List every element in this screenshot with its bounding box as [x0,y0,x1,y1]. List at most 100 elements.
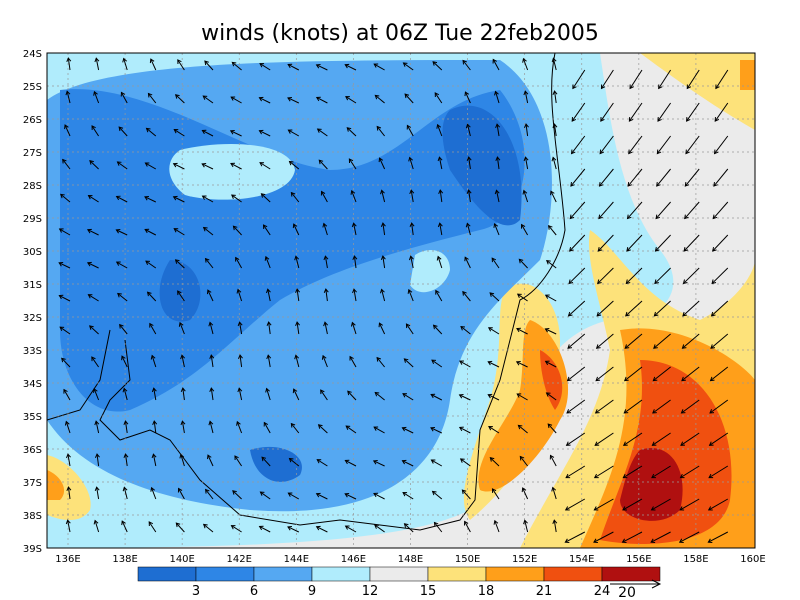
wind-arrow [468,157,471,170]
wind-arrow-head [62,158,67,164]
wind-arrow-head [565,473,571,479]
wind-arrow [548,225,557,236]
wind-arrow [516,393,528,401]
wind-arrow-head [295,288,301,294]
wind-arrow-head [404,93,410,99]
wind-arrow [711,300,729,317]
wind-arrow-head [91,125,96,130]
wind-arrow [653,366,671,382]
wind-arrow [296,322,300,335]
wind-arrow-head [148,521,154,526]
wind-arrow [550,455,557,467]
wind-arrow [59,295,71,302]
wind-arrow [287,97,300,104]
wind-arrow-head [682,279,688,285]
wind-arrow [594,465,614,479]
wind-arrow-head [405,323,411,329]
lat-label: 36S [23,445,42,456]
wind-arrow [625,300,643,317]
wind-arrow-head [462,290,467,296]
wind-arrow [439,190,443,203]
wind-arrow-head [115,261,121,266]
wind-arrow-head [458,393,464,399]
wind-arrow-head [204,257,210,263]
wind-arrow [116,195,128,203]
wind-arrow-head [522,189,528,195]
wind-arrow [67,454,71,467]
wind-arrow-head [288,457,294,463]
wind-arrow [120,92,128,104]
wind-arrow-head [320,190,326,196]
colorbar-label: 15 [420,584,437,599]
wind-arrow-head [459,458,465,463]
wind-arrow-head [433,521,439,527]
wind-arrow [180,454,185,467]
wind-arrow [231,525,242,533]
wind-arrow-head [464,256,469,262]
wind-arrow [681,399,700,414]
wind-arrow-head [174,94,180,99]
wind-arrow [287,64,300,71]
wind-arrow [89,325,99,335]
colorbar-box [601,566,661,582]
wind-arrow-head [287,129,293,134]
lon-label: 146E [341,554,366,565]
wind-arrow [567,333,586,349]
wind-arrow-head [653,344,658,349]
wind-arrow-head [523,156,529,162]
wind-arrow [628,135,643,154]
wind-arrow-head [175,522,181,528]
wind-arrow-head [261,456,267,462]
wind-arrow [87,229,99,236]
wind-arrow-head [709,376,715,382]
wind-arrow-head [547,224,553,230]
wind-arrow-head [376,125,382,131]
wind-arrow [708,498,729,511]
wind-arrow [489,292,500,302]
wind-arrow [545,360,557,368]
wind-arrow-head [593,506,599,511]
wind-arrow [712,234,729,252]
wind-arrow-head [626,214,632,220]
wind-arrow [353,223,357,236]
wind-arrow-head [710,311,716,317]
wind-arrow [116,229,128,236]
wind-arrow [374,524,385,533]
wind-arrow-head [374,94,380,100]
wind-arrow-head [547,423,553,429]
wind-arrow-head [177,487,183,493]
wind-arrow [653,333,671,349]
wind-arrow-head [119,323,124,329]
wind-arrow-head [151,387,157,393]
wind-arrow [658,69,672,89]
wind-arrow [657,102,672,122]
wind-arrow [467,124,471,137]
wind-arrow-head [259,491,265,496]
wind-arrow-head [566,376,572,382]
wind-arrow [596,300,614,317]
wind-arrow-head [349,355,354,361]
colorbar-label: 3 [192,584,200,599]
wind-arrow [117,293,128,302]
wind-arrow [468,190,471,203]
wind-arrow [438,157,443,170]
wind-arrow [239,355,243,368]
wind-arrow [346,127,357,137]
wind-arrow-head [545,392,551,397]
wind-arrow-head [651,441,657,446]
wind-arrow-head [570,149,576,155]
wind-arrow-head [145,260,150,265]
wind-arrow-head [347,390,352,396]
wind-arrow-head [236,420,241,426]
wind-arrow-head [323,321,329,327]
wind-arrow-head [318,159,324,165]
colorbar-box [369,566,429,582]
wind-arrow [714,102,729,122]
lat-label: 39S [23,544,42,555]
wind-arrow [623,432,643,446]
wind-arrow-head [234,455,239,461]
lon-label: 154E [569,554,594,565]
wind-arrow-head [409,222,415,227]
wind-arrow [435,290,443,302]
